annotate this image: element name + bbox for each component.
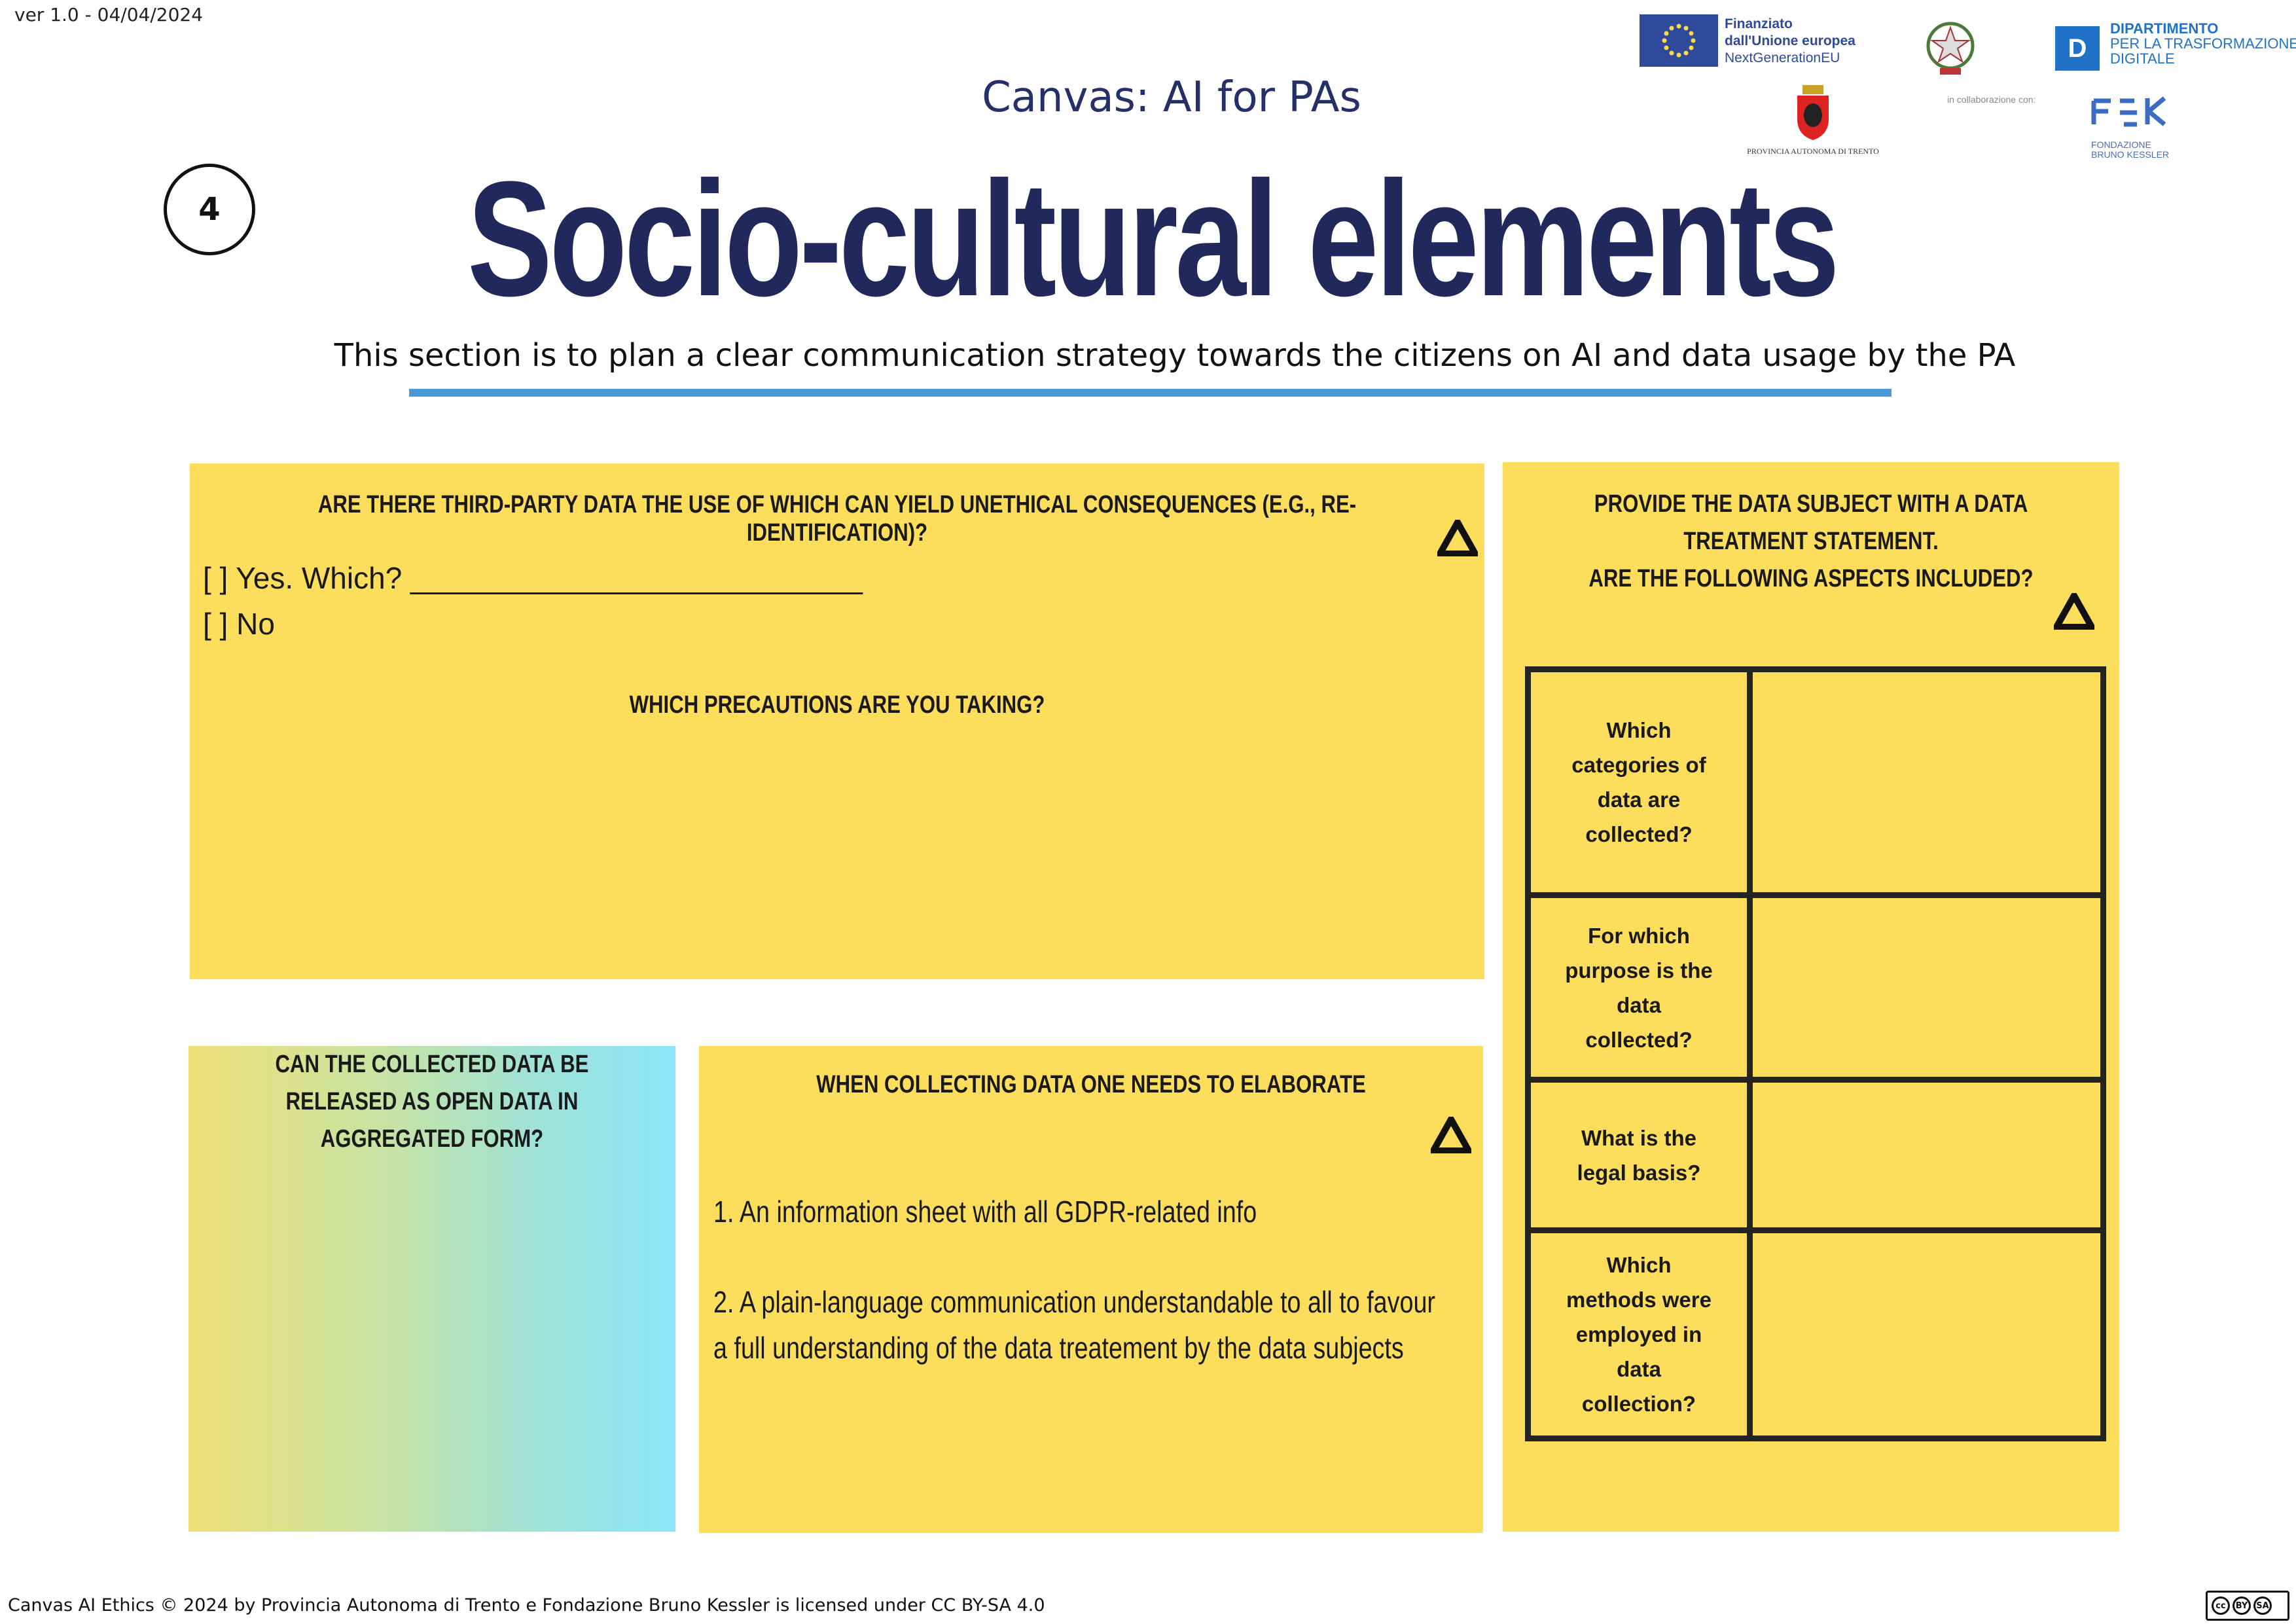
open-data-panel: CAN THE COLLECTED DATA BE RELEASED AS OP… [188, 1046, 675, 1532]
page-title: Socio-cultural elements [467, 147, 1840, 330]
table-column-divider [1747, 672, 1753, 1435]
data-treatment-panel: PROVIDE THE DATA SUBJECT WITH A DATA TRE… [1503, 462, 2119, 1532]
dipartimento-trasformazione-digitale-logo: D DIPARTIMENTO PER LA TRASFORMAZIONE DIG… [2055, 21, 2296, 73]
dtd-logo-line2: PER LA TRASFORMAZIONE [2110, 35, 2296, 52]
cc-badge-cc: cc [2212, 1597, 2230, 1615]
eu-logo-line2: dall'Unione europea [1725, 33, 1856, 48]
aspect-label-cell: Which categories of data are collected? [1531, 672, 1747, 892]
third-party-data-panel: ARE THERE THIRD-PARTY DATA THE USE OF WH… [190, 463, 1484, 979]
collaboration-label: in collaborazione con: [1947, 94, 2036, 105]
collecting-data-panel: WHEN COLLECTING DATA ONE NEEDS TO ELABOR… [699, 1046, 1483, 1533]
data-treatment-question-line2: ARE THE FOLLOWING ASPECTS INCLUDED? [1588, 565, 2034, 592]
trento-crest-icon [1797, 85, 1829, 140]
open-data-question: CAN THE COLLECTED DATA BE RELEASED AS OP… [275, 1051, 589, 1153]
cc-license-icon: cc BY SA [2206, 1591, 2289, 1621]
table-row: For which purpose is the data collected? [1531, 892, 2100, 1077]
option-yes-which[interactable]: [ ] Yes. Which? ________________________… [203, 561, 863, 595]
canvas-subtitle: Canvas: AI for PAs [982, 73, 1361, 122]
aspect-label-cell: For which purpose is the data collected? [1531, 898, 1747, 1077]
license-footer: Canvas AI Ethics © 2024 by Provincia Aut… [8, 1595, 1045, 1615]
aspect-methods: Which methods were employed in data coll… [1566, 1253, 1712, 1416]
version-label: ver 1.0 - 04/04/2024 [14, 4, 204, 26]
title-underline [409, 389, 1892, 397]
provincia-trento-logo: PROVINCIA AUTONOMA DI TRENTO [1738, 82, 1888, 161]
collecting-item-2-line1: 2. A plain-language communication unders… [713, 1285, 1436, 1319]
fbk-logo-icon [2091, 96, 2166, 127]
table-row: What is the legal basis? [1531, 1077, 2100, 1227]
third-party-question: ARE THERE THIRD-PARTY DATA THE USE OF WH… [317, 491, 1357, 547]
warning-triangle-icon [1437, 520, 1478, 556]
fbk-logo-line1: FONDAZIONE [2091, 139, 2151, 150]
option-no[interactable]: [ ] No [203, 607, 275, 641]
aspect-label-cell: Which methods were employed in data coll… [1531, 1233, 1747, 1435]
eu-logo-line3: NextGenerationEU [1725, 50, 1840, 65]
step-number-badge: 4 [164, 164, 255, 255]
aspect-label-cell: What is the legal basis? [1531, 1083, 1747, 1227]
collecting-data-question: WHEN COLLECTING DATA ONE NEEDS TO ELABOR… [816, 1071, 1366, 1098]
eu-flag-icon [1640, 14, 1718, 67]
dtd-logo-mark: D [2055, 26, 2100, 71]
section-description: This section is to plan a clear communic… [334, 337, 2016, 374]
table-row: Which categories of data are collected? [1531, 672, 2100, 892]
eu-funding-logo: Finanziato dall'Unione europea NextGener… [1640, 14, 1895, 69]
data-treatment-question-line1: PROVIDE THE DATA SUBJECT WITH A DATA TRE… [1594, 490, 2028, 555]
fbk-logo-line2: BRUNO KESSLER [2091, 149, 2170, 160]
warning-triangle-icon [1431, 1117, 1471, 1153]
republic-emblem-icon [1924, 16, 1977, 79]
aspects-table: Which categories of data are collected? … [1525, 666, 2106, 1441]
data-treatment-question: PROVIDE THE DATA SUBJECT WITH A DATA TRE… [1516, 486, 2106, 598]
collecting-item-2-line2: a full understanding of the data treatem… [713, 1331, 1404, 1365]
cc-badge-by: BY [2233, 1597, 2251, 1615]
cc-badge-sa: SA [2253, 1597, 2272, 1615]
dtd-logo-line3: DIGITALE [2110, 50, 2175, 67]
precautions-question: WHICH PRECAUTIONS ARE YOU TAKING? [629, 691, 1045, 719]
aspect-categories: Which categories of data are collected? [1571, 718, 1706, 846]
aspect-legal-basis: What is the legal basis? [1577, 1125, 1701, 1185]
eu-logo-line1: Finanziato [1725, 16, 1793, 31]
collecting-item-1: 1. An information sheet with all GDPR-re… [713, 1195, 1257, 1229]
fbk-logo: FONDAZIONE BRUNO KESSLER [2091, 96, 2183, 168]
warning-triangle-icon [2054, 593, 2094, 630]
dtd-logo-line1: DIPARTIMENTO [2110, 20, 2219, 37]
table-row: Which methods were employed in data coll… [1531, 1227, 2100, 1435]
trento-logo-text: PROVINCIA AUTONOMA DI TRENTO [1747, 147, 1879, 156]
aspect-purpose: For which purpose is the data collected? [1565, 923, 1713, 1052]
